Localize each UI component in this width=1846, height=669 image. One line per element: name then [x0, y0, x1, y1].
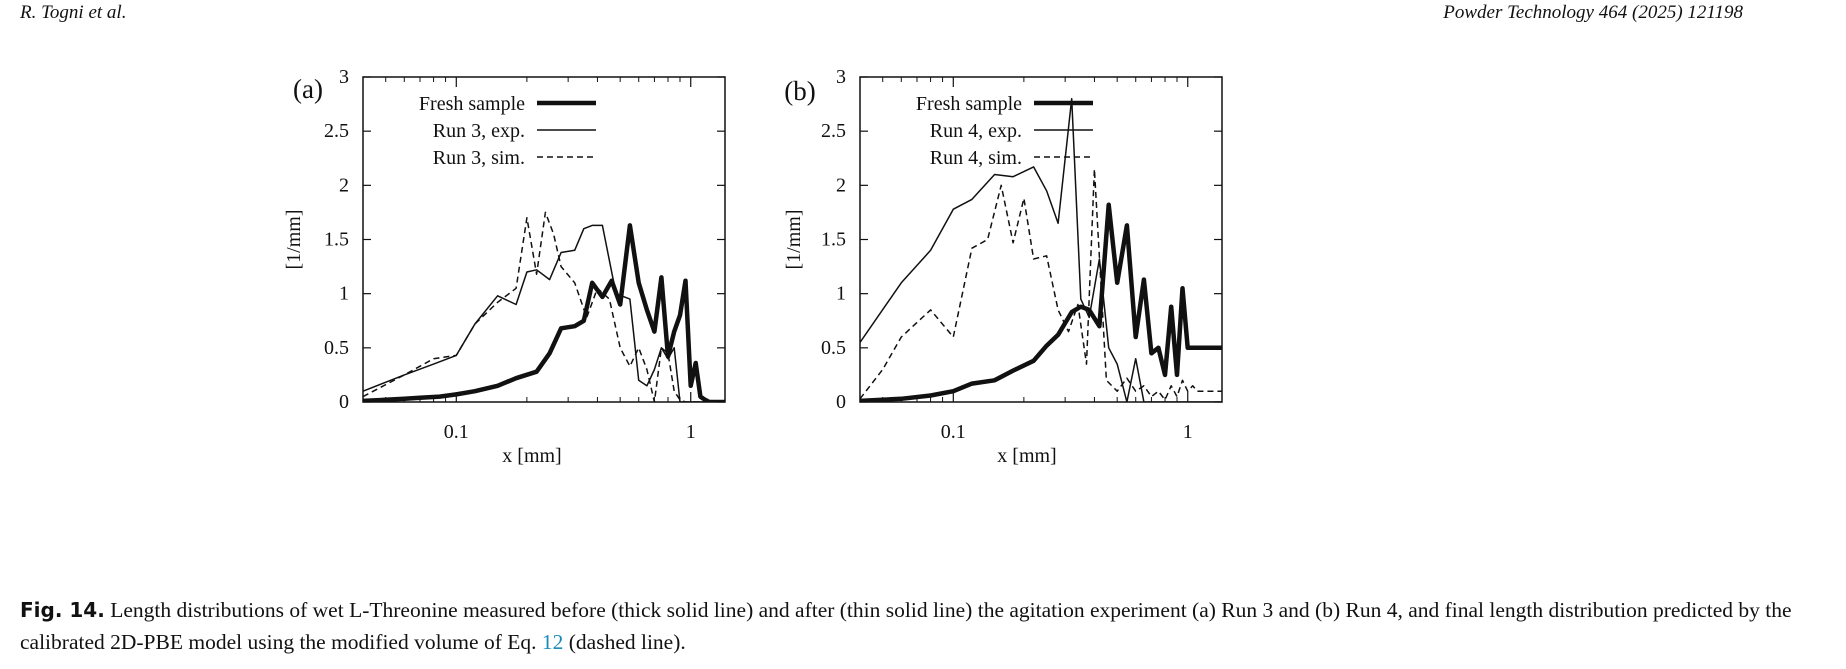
- y-tick-label: 2: [836, 174, 846, 196]
- series-line-fresh-sample: [363, 223, 725, 402]
- y-axis-label: [1/mm]: [283, 210, 305, 270]
- running-head-authors: R. Togni et al.: [20, 2, 127, 23]
- legend-label: Run 4, sim.: [930, 147, 1022, 169]
- y-tick-label: 1: [339, 283, 349, 305]
- legend-label: Run 4, exp.: [930, 120, 1022, 142]
- x-axis-label: x [mm]: [997, 445, 1056, 467]
- y-tick-label: 0.5: [821, 337, 846, 359]
- chart-panel-a: 0 0.5 1 1.5 2 2.5 3 0.1 1 (a) [1/mm] x [mm] Fresh sa…: [283, 66, 726, 467]
- y-tick-label: 1: [836, 283, 846, 305]
- panel-label: (a): [293, 74, 323, 104]
- y-tick-label: 2.5: [821, 120, 846, 142]
- caption-text-end: (dashed line).: [568, 630, 686, 654]
- caption-text: Length distributions of wet L-Threonine …: [20, 598, 1792, 654]
- series-line-fresh-sample: [860, 202, 1222, 402]
- legend-label: Run 3, sim.: [433, 147, 525, 169]
- panel-label: (b): [784, 76, 815, 106]
- x-axis-label: x [mm]: [502, 445, 561, 467]
- y-tick-label: 2: [339, 174, 349, 196]
- x-tick-label: 0.1: [444, 421, 469, 443]
- x-tick-label: 0.1: [941, 421, 966, 443]
- y-tick-label: 1.5: [821, 229, 846, 251]
- y-tick-label: 3: [836, 66, 846, 88]
- legend-label: Fresh sample: [916, 93, 1022, 115]
- legend-label: Run 3, exp.: [433, 120, 525, 142]
- chart-panel-b: 0 0.5 1 1.5 2 2.5 3 0.1 1 (b) [1/mm] x [mm] Fresh sa…: [783, 66, 1223, 467]
- x-tick-label: 1: [1183, 421, 1193, 443]
- y-tick-label: 0.5: [324, 337, 349, 359]
- series-line-run-4-exp: [860, 97, 1222, 402]
- y-tick-label: 0: [339, 391, 349, 413]
- series-line-run-3-exp: [363, 224, 725, 402]
- caption-label: Fig. 14.: [20, 598, 105, 622]
- y-tick-label: 2.5: [324, 120, 349, 142]
- y-tick-label: 0: [836, 391, 846, 413]
- figure-caption: Fig. 14. Length distributions of wet L-T…: [20, 594, 1800, 658]
- y-axis-label: [1/mm]: [783, 210, 805, 270]
- x-tick-label: 1: [686, 421, 696, 443]
- y-tick-label: 3: [339, 66, 349, 88]
- legend-label: Fresh sample: [419, 93, 525, 115]
- series-line-run-3-sim: [363, 211, 725, 402]
- equation-reference-link[interactable]: 12: [541, 630, 564, 654]
- series-line-run-4-sim: [860, 168, 1222, 401]
- running-head-journal: Powder Technology 464 (2025) 121198: [1443, 2, 1743, 23]
- y-tick-label: 1.5: [324, 229, 349, 251]
